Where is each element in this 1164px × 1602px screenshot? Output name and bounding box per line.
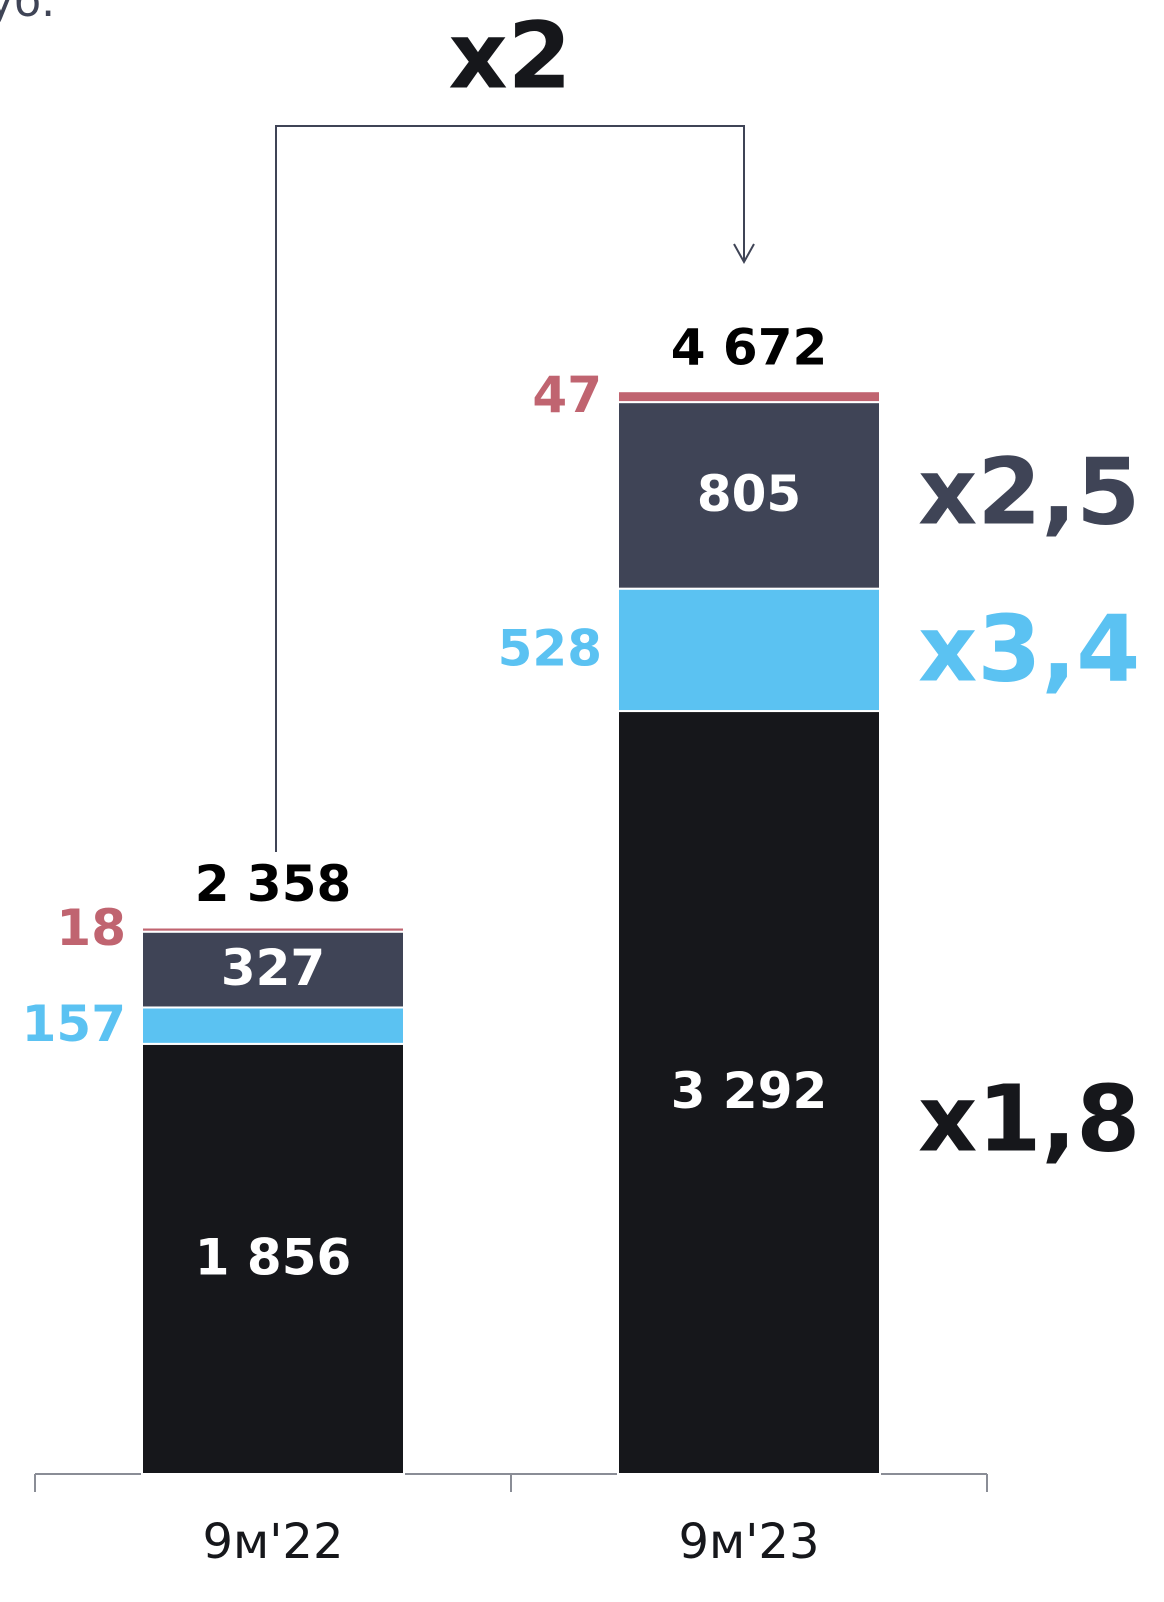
bar-segment — [617, 390, 881, 404]
value-label: 157 — [22, 995, 126, 1053]
bar-segment — [141, 1006, 405, 1045]
growth-annotation: x2,5 — [918, 438, 1140, 545]
value-label: 1 856 — [195, 1228, 352, 1286]
value-label: 47 — [532, 366, 602, 424]
bar-segment — [141, 1042, 405, 1475]
bar-segment — [141, 930, 405, 1009]
growth-annotation: x2 — [448, 2, 571, 109]
x-tick-label: 9м'22 — [202, 1514, 343, 1570]
value-label: 327 — [221, 939, 325, 997]
value-label: 805 — [697, 465, 801, 523]
bracket-arrow — [733, 243, 755, 265]
value-label: 18 — [56, 899, 126, 957]
subtitle: руб. — [0, 0, 55, 27]
bar-segment — [141, 926, 405, 933]
bar-segment — [617, 587, 881, 713]
value-label: 528 — [498, 619, 602, 677]
x-tick-label: 9м'23 — [678, 1514, 819, 1570]
growth-annotation: x3,4 — [918, 595, 1140, 702]
growth-annotation: x1,8 — [918, 1065, 1140, 1172]
bar-segment — [617, 710, 881, 1475]
growth-bracket — [275, 125, 745, 852]
total-label: 2 358 — [195, 855, 352, 913]
total-label: 4 672 — [671, 319, 828, 377]
value-label: 3 292 — [671, 1062, 828, 1120]
